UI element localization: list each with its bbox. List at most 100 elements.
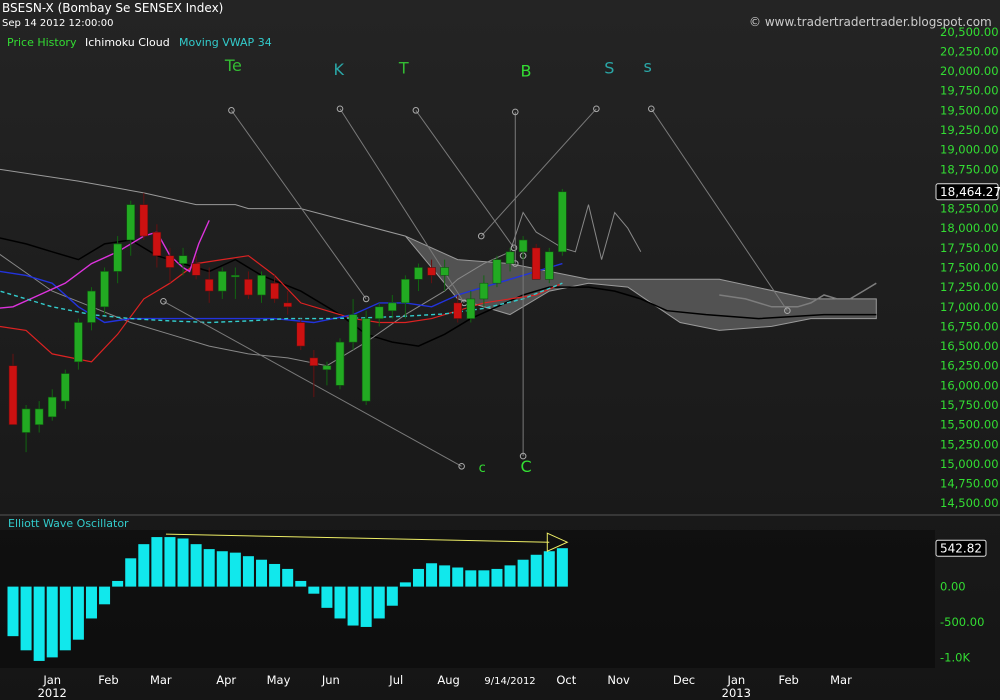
price-axis-tick: 20,500.00 xyxy=(940,25,999,39)
price-axis-tick: 18,750.00 xyxy=(940,162,999,176)
time-axis-tick: Nov xyxy=(607,673,630,687)
time-axis-tick: Feb xyxy=(98,673,118,687)
price-candle xyxy=(335,341,345,386)
oscillator-bar xyxy=(530,554,542,587)
wave-pivot-marker xyxy=(160,297,167,305)
price-axis-tick: 15,250.00 xyxy=(940,437,999,451)
wave-connector-line xyxy=(163,300,462,467)
oscillator-bar xyxy=(138,544,150,587)
time-axis-year: 2012 xyxy=(38,686,67,700)
price-axis-tick: 15,500.00 xyxy=(940,418,999,432)
time-axis-tick: Aug xyxy=(437,673,459,687)
time-axis-tick: Dec xyxy=(673,673,695,687)
wave-label: B xyxy=(521,62,532,81)
time-axis-tick: Oct xyxy=(556,673,576,687)
wave-pivot-marker xyxy=(784,307,791,315)
oscillator-bar xyxy=(465,570,477,587)
price-candle xyxy=(178,255,188,264)
oscillator-bar xyxy=(7,586,19,637)
wave-connector-line xyxy=(650,108,788,311)
wave-label: K xyxy=(333,60,344,79)
oscillator-bar xyxy=(177,538,189,587)
divergence-line xyxy=(165,533,550,543)
wave-connector-line xyxy=(231,110,367,300)
price-candle xyxy=(74,322,83,363)
chart-symbol-title: BSESN-X (Bombay Se SENSEX Index) xyxy=(2,1,224,15)
price-candle xyxy=(296,322,306,347)
price-candle xyxy=(505,251,515,264)
ichimoku-cloud xyxy=(0,168,877,331)
oscillator-bar xyxy=(308,586,320,594)
oscillator-bar xyxy=(491,568,503,587)
price-candle xyxy=(34,408,44,425)
price-candle xyxy=(204,278,214,292)
wave-label: S xyxy=(604,58,614,77)
oscillator-bar xyxy=(373,586,385,619)
price-axis-tick: 18,000.00 xyxy=(940,221,999,235)
oscillator-bar xyxy=(190,544,202,587)
price-axis-tick: 20,250.00 xyxy=(940,44,999,58)
oscillator-value-label: 542.82 xyxy=(940,542,982,556)
price-axis-tick: 19,000.00 xyxy=(940,143,999,157)
price-candle xyxy=(361,318,371,402)
oscillator-axis-tick: -1.0K xyxy=(940,650,970,664)
price-candle xyxy=(531,247,541,280)
wave-pivot-marker xyxy=(412,107,420,114)
price-axis-tick: 18,250.00 xyxy=(940,202,999,216)
wave-pivot-marker xyxy=(477,232,485,240)
oscillator-bar xyxy=(203,549,215,587)
price-candle xyxy=(217,271,227,292)
wave-pivot-marker xyxy=(519,452,527,460)
oscillator-bar xyxy=(229,552,241,587)
price-axis-tick: 19,250.00 xyxy=(940,123,999,137)
oscillator-bar xyxy=(112,580,124,587)
price-axis-tick: 17,750.00 xyxy=(940,241,999,255)
wave-pivot-marker xyxy=(510,244,518,252)
price-candle xyxy=(61,373,70,402)
oscillator-bar xyxy=(99,586,111,605)
wave-label: C xyxy=(521,457,532,476)
price-candle xyxy=(479,282,489,300)
wave-pivot-marker xyxy=(336,105,344,113)
price-candle xyxy=(518,239,528,253)
legend-moving-vwap[interactable]: Moving VWAP 34 xyxy=(179,36,272,49)
price-candle xyxy=(453,302,463,319)
price-candle xyxy=(139,204,149,237)
time-axis-tick: Jan xyxy=(726,673,745,687)
oscillator-title: Elliott Wave Oscillator xyxy=(8,517,129,530)
wave-connector-line xyxy=(480,108,597,237)
oscillator-bar xyxy=(504,565,516,587)
price-candle xyxy=(191,263,201,276)
oscillator-axis-tick: 0.00 xyxy=(940,580,966,594)
oscillator-bar xyxy=(164,537,176,587)
grid xyxy=(0,514,1000,668)
oscillator-bar xyxy=(321,586,333,608)
wave-label: T xyxy=(398,58,409,77)
wave-pivot-marker xyxy=(458,462,465,470)
oscillator-bar xyxy=(478,570,490,587)
oscillator-bar xyxy=(295,580,307,587)
vwap-line xyxy=(0,282,563,324)
price-candle xyxy=(414,267,423,280)
price-candle xyxy=(283,302,292,308)
wave-pivot-marker xyxy=(593,105,600,113)
price-axis-tick: 19,500.00 xyxy=(940,103,999,117)
cloud-black-line xyxy=(0,237,877,347)
price-candle xyxy=(8,365,18,425)
wave-label: c xyxy=(479,461,486,476)
cloud-extension-line xyxy=(719,282,877,308)
price-axis-tick: 17,500.00 xyxy=(940,261,999,275)
time-axis-tick: Jul xyxy=(388,673,403,687)
price-axis-tick: 19,750.00 xyxy=(940,84,999,98)
time-axis-tick: Jun xyxy=(321,673,340,687)
price-axis-tick: 14,750.00 xyxy=(940,477,999,491)
price-candle xyxy=(152,231,162,257)
lagging-span-line xyxy=(0,204,642,367)
price-candle xyxy=(440,267,449,276)
wave-pivot-marker xyxy=(648,105,655,113)
legend-price-history[interactable]: Price History xyxy=(7,36,77,49)
oscillator-bar xyxy=(216,551,228,587)
oscillator-bar xyxy=(151,537,163,587)
legend-ichimoku-cloud[interactable]: Ichimoku Cloud xyxy=(85,36,170,49)
